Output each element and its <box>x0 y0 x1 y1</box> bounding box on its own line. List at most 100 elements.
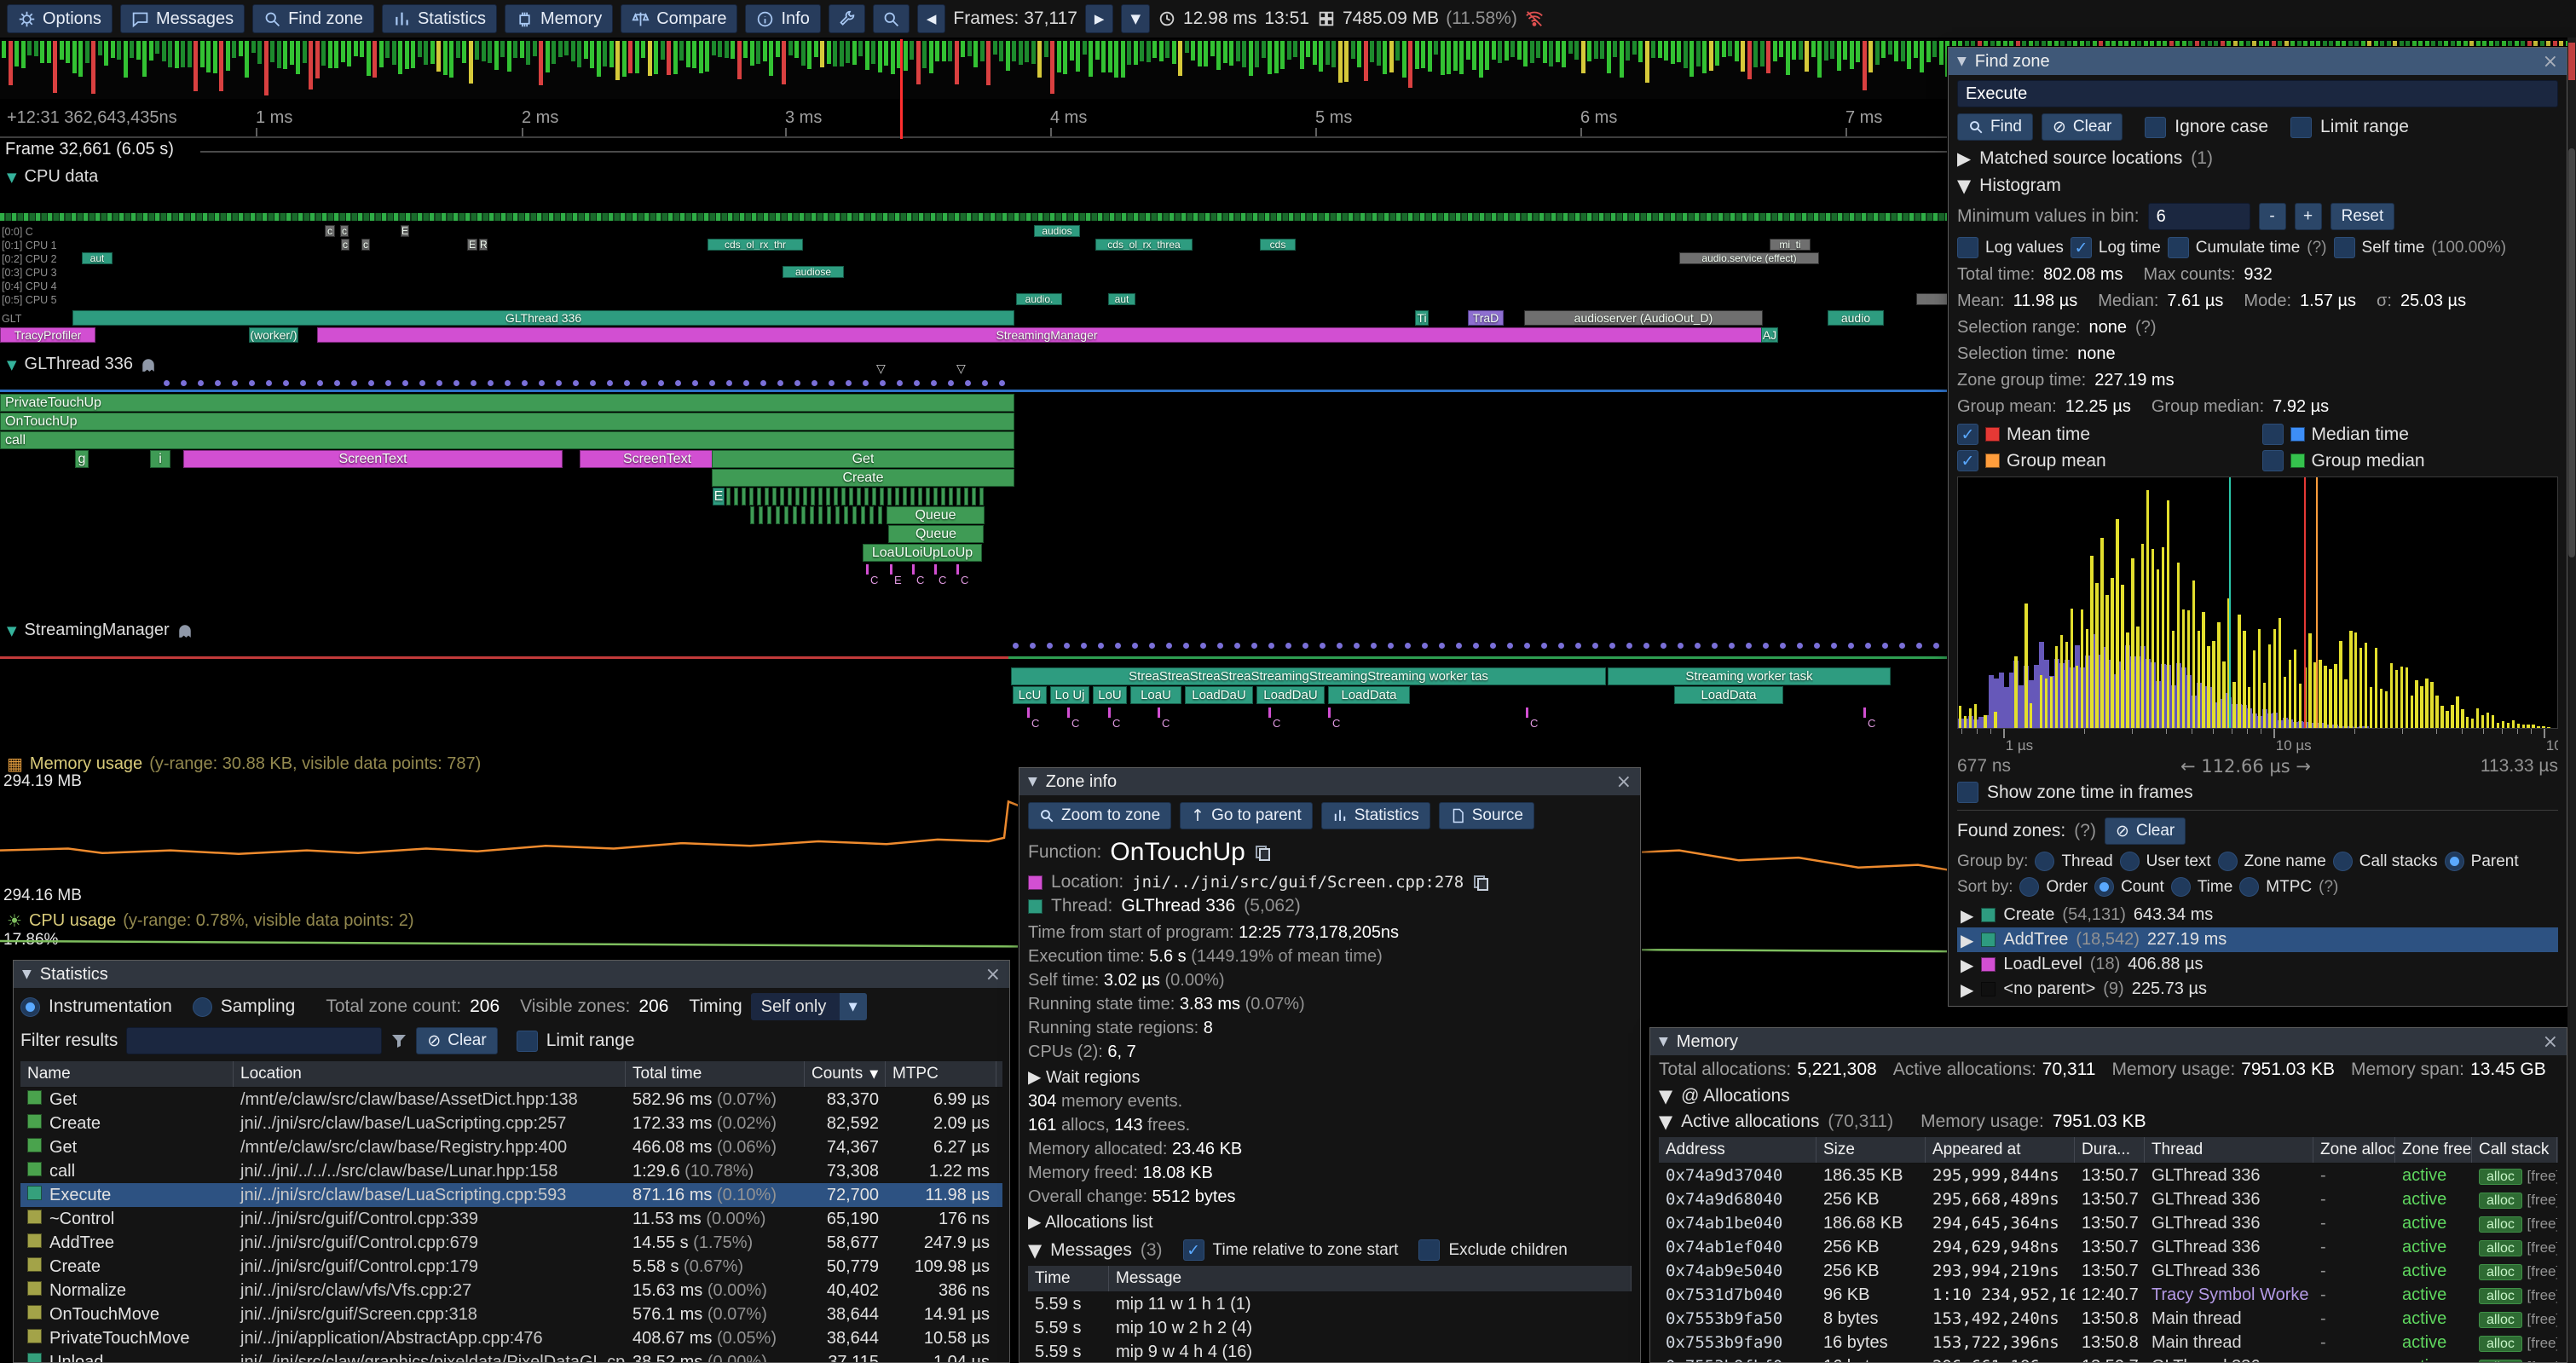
frame-bar[interactable] <box>564 41 569 55</box>
stats-row[interactable]: ~Control jni/../jni/src/guif/Control.cpp:… <box>20 1207 1002 1231</box>
timeline-zone[interactable]: ScreenText <box>183 450 563 468</box>
frame-bar[interactable] <box>251 41 256 53</box>
frame-bar[interactable] <box>749 41 754 66</box>
col-location[interactable]: Location <box>234 1061 626 1087</box>
frame-bar[interactable] <box>846 41 850 63</box>
timeline-zone[interactable] <box>878 506 882 524</box>
frame-bar[interactable] <box>1005 41 1010 71</box>
frame-bar[interactable] <box>424 41 428 65</box>
frame-bar[interactable] <box>327 41 332 68</box>
frame-bar[interactable] <box>1670 41 1675 64</box>
frame-bar[interactable] <box>1606 41 1611 73</box>
timeline-zone[interactable] <box>910 488 915 505</box>
timeline-zone[interactable]: OnTouchUp <box>0 413 1014 430</box>
timeline-zone[interactable]: GLThread 336 <box>72 310 1014 326</box>
timeline-zone[interactable] <box>933 488 938 505</box>
frame-bar[interactable] <box>539 41 543 85</box>
frame-bar[interactable] <box>711 41 716 55</box>
timeline-zone[interactable]: cds_ol_rx_thr <box>708 239 803 251</box>
frame-bar[interactable] <box>1056 41 1061 72</box>
frame-bar[interactable] <box>570 41 575 61</box>
frame-bar[interactable] <box>1938 41 1944 65</box>
frame-bar[interactable] <box>1063 41 1067 74</box>
frame-bar[interactable] <box>992 41 997 55</box>
found-zone-row[interactable]: ▶ Create (54,131) 643.34 ms <box>1961 904 2214 926</box>
frame-bar[interactable] <box>519 41 524 58</box>
frame-bar[interactable] <box>1920 41 1924 72</box>
filter-input[interactable] <box>126 1027 383 1054</box>
message-tick[interactable] <box>956 564 959 575</box>
timeline-zone[interactable] <box>767 506 771 524</box>
frame-bar[interactable] <box>583 41 588 59</box>
timeline-zone[interactable]: audio. <box>1016 293 1062 305</box>
frame-bar[interactable] <box>1657 41 1662 58</box>
timeline-zone[interactable]: c <box>325 225 335 237</box>
frame-bar[interactable] <box>999 41 1003 61</box>
frame-bar[interactable] <box>117 41 121 60</box>
frame-bar[interactable] <box>1325 41 1330 65</box>
timeline-zone[interactable] <box>810 506 814 524</box>
frame-bar[interactable] <box>378 41 384 67</box>
timeline-zone[interactable]: (worker/) <box>249 327 298 343</box>
frame-bar[interactable] <box>1389 41 1394 72</box>
frame-bar[interactable] <box>1447 41 1451 74</box>
frame-bar[interactable] <box>800 41 806 66</box>
timeline-zone[interactable]: LoadDaU <box>1185 686 1253 704</box>
frame-bar[interactable] <box>1562 41 1566 67</box>
frame-bar[interactable] <box>1881 41 1886 58</box>
frame-bar[interactable] <box>1210 41 1215 56</box>
allocation-row[interactable]: 0x74a9d37040 186.35 KB 295,999,844ns 13:50.… <box>1666 1165 2557 1186</box>
statistics-titlebar[interactable]: ▼ Statistics × <box>14 961 1009 988</box>
frame-bar[interactable] <box>225 41 230 71</box>
frame-bar[interactable] <box>1101 41 1106 72</box>
stats-row[interactable]: Create jni/../jni/src/guif/Control.cpp:17… <box>20 1255 1002 1279</box>
frame-bar[interactable] <box>391 41 396 65</box>
frame-bar[interactable] <box>1376 41 1381 66</box>
frame-bar[interactable] <box>552 41 556 64</box>
frame-bar[interactable] <box>1408 41 1412 88</box>
frame-bar[interactable] <box>1248 41 1253 76</box>
show-zone-time-checkbox[interactable]: ✓ <box>1957 782 1978 803</box>
timeline-zone[interactable]: LoU <box>1093 686 1127 704</box>
timeline-zone[interactable] <box>795 488 800 505</box>
frame-bar[interactable] <box>1255 41 1259 67</box>
frame-bar[interactable] <box>724 41 729 58</box>
stats-row[interactable]: Unload jni/../jni/src/claw/graphics/pixel… <box>20 1350 1002 1362</box>
collapse-icon[interactable]: ▼ <box>1659 1035 1668 1048</box>
wait-regions-row[interactable]: ▶ Wait regions <box>1028 1066 1141 1087</box>
limit-range-checkbox[interactable]: ✓ <box>516 1030 538 1052</box>
frame-bar[interactable] <box>647 41 652 76</box>
reset-button[interactable]: Reset <box>2330 203 2395 230</box>
histogram-plot[interactable] <box>1957 476 2558 729</box>
stats-row[interactable]: Get/mnt/e/claw/src/claw/base/Registry.hp… <box>20 1135 1002 1159</box>
frame-bar[interactable] <box>462 41 466 63</box>
timeline-zone[interactable] <box>1916 293 1950 305</box>
frame-bar[interactable] <box>1242 41 1246 67</box>
timeline-zone[interactable] <box>726 488 731 505</box>
frame-bar[interactable] <box>1823 41 1828 61</box>
frame-bar[interactable] <box>148 41 153 61</box>
frame-bar[interactable] <box>961 41 965 57</box>
frame-bar[interactable] <box>1357 41 1361 67</box>
frame-bar[interactable] <box>53 41 57 93</box>
allocation-row[interactable]: 0x74ab1be040 186.68 KB 294,645,364ns 13:50.… <box>1666 1213 2557 1233</box>
frame-bar[interactable] <box>807 41 811 69</box>
frame-bar[interactable] <box>283 41 287 69</box>
frame-bar[interactable] <box>705 41 709 72</box>
info-button[interactable]: Info <box>745 4 821 33</box>
stats-row[interactable]: Create jni/../jni/src/claw/base/LuaScript… <box>20 1112 1002 1135</box>
col-counts[interactable]: Counts ▼ <box>805 1061 886 1087</box>
message-tick[interactable] <box>1526 707 1528 718</box>
frame-bar[interactable] <box>1555 41 1560 62</box>
timeline-zone[interactable] <box>849 488 853 505</box>
frame-bar[interactable] <box>238 41 243 56</box>
frame-bar[interactable] <box>1817 41 1822 78</box>
frame-bar[interactable] <box>155 41 159 54</box>
frame-bar[interactable] <box>1868 41 1873 72</box>
frame-bar[interactable] <box>1235 41 1240 61</box>
allocation-row[interactable]: 0x74ab1ef040 256 KB 294,629,948ns 13:50.7 GL… <box>1666 1237 2557 1257</box>
stats-row[interactable]: PrivateTouchMove jni/../jni/application/A… <box>20 1326 1002 1350</box>
frame-bar[interactable] <box>1510 41 1515 57</box>
frame-bar[interactable] <box>97 41 102 55</box>
frame-bar[interactable] <box>84 41 90 63</box>
